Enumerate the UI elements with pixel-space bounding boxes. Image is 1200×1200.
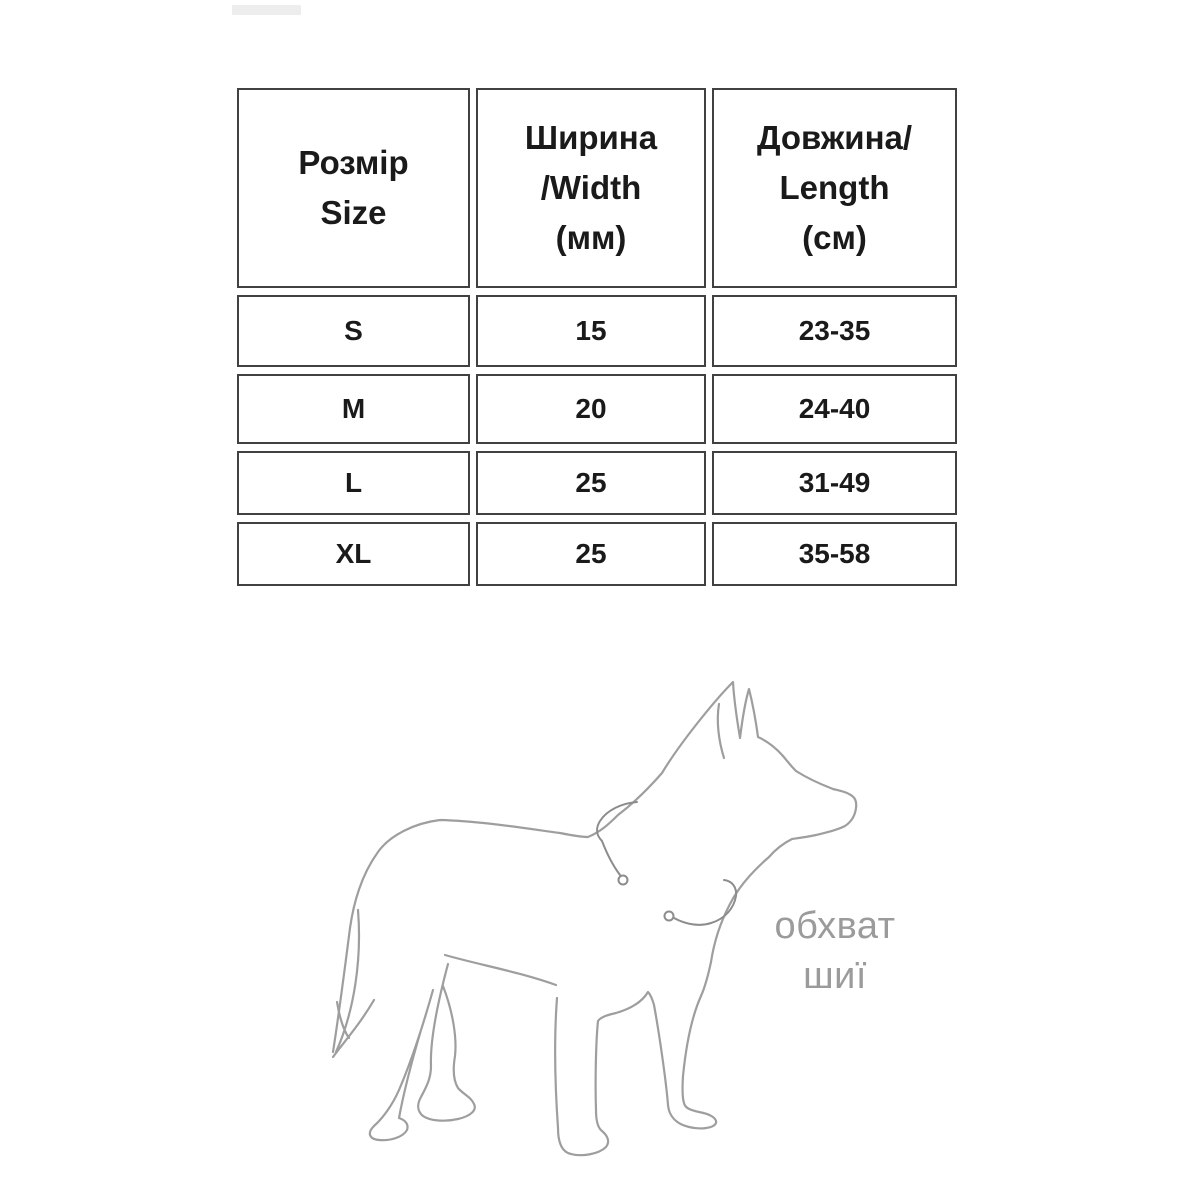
measuring-tape-loop-path — [596, 801, 638, 876]
neck-girth-label: обхват шиї — [755, 901, 915, 1001]
header-length-line-1: Довжина/ — [756, 119, 913, 156]
cell-size-s: S — [237, 295, 470, 367]
cell-width-s: 15 — [476, 295, 706, 367]
tape-end-ring-top — [617, 874, 629, 886]
dog-tail-wisp-path — [331, 998, 376, 1059]
header-cell-size: Розмір Size — [237, 88, 470, 288]
header-width-line-3: (мм) — [555, 219, 627, 256]
cell-width-l: 25 — [476, 451, 706, 515]
neck-girth-label-line-1: обхват — [774, 905, 896, 947]
size-table: Розмір Size Ширина /Width (мм) Довжина/ … — [237, 88, 957, 586]
cell-length-xl: 35-58 — [712, 522, 957, 586]
header-width-line-1: Ширина — [524, 119, 658, 156]
dog-belly-path — [443, 953, 558, 987]
cell-length-s: 23-35 — [712, 295, 957, 367]
dog-tail-inner-path — [334, 908, 361, 1054]
dog-ear-inner-path — [716, 702, 726, 760]
dog-rear-far-leg-path — [368, 988, 435, 1142]
cell-width-m: 20 — [476, 374, 706, 444]
cell-size-xl: XL — [237, 522, 470, 586]
header-length-line-3: (см) — [802, 219, 867, 256]
tape-end-ring-front — [663, 910, 675, 922]
dog-tail-wisp2-path — [335, 1000, 351, 1040]
cell-width-xl: 25 — [476, 522, 706, 586]
cell-length-l: 31-49 — [712, 451, 957, 515]
header-cell-width: Ширина /Width (мм) — [476, 88, 706, 288]
header-cell-length: Довжина/ Length (см) — [712, 88, 957, 288]
header-size-line-2: Size — [320, 194, 387, 231]
neck-girth-label-line-2: шиї — [803, 955, 867, 997]
cell-size-m: M — [237, 374, 470, 444]
header-length-line-2: Length — [779, 169, 890, 206]
dog-illustration — [331, 680, 858, 1157]
dog-rear-near-leg-path — [417, 962, 476, 1122]
header-size-line-1: Розмір — [298, 144, 409, 181]
measuring-tape-hook-path — [673, 879, 738, 926]
header-width-line-2: /Width — [540, 169, 642, 206]
watermark-smudge — [232, 5, 301, 15]
cell-length-m: 24-40 — [712, 374, 957, 444]
cell-size-l: L — [237, 451, 470, 515]
dog-outline-path — [331, 680, 858, 1157]
